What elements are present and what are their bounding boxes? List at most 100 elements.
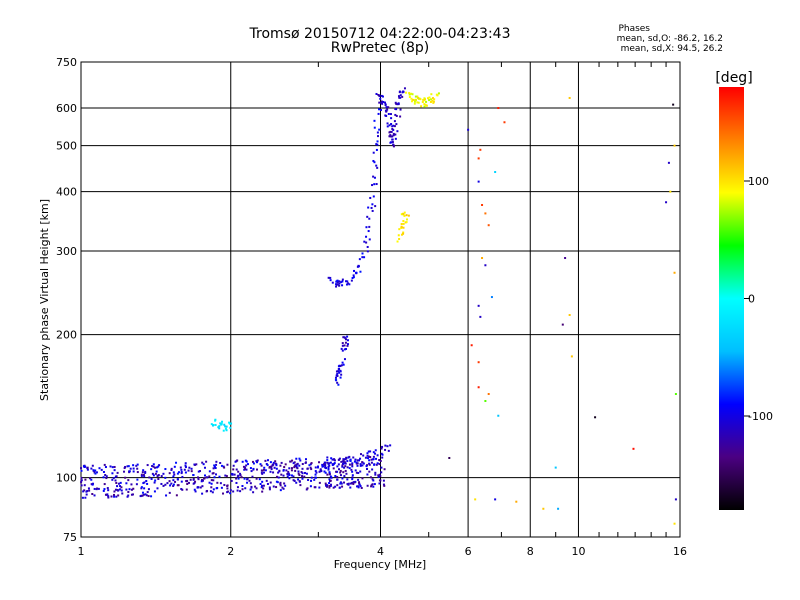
trace-point [371,203,374,206]
low-band-point [306,487,309,490]
trace-point [419,98,422,101]
trace-point [378,101,381,104]
trace-point [324,466,327,469]
low-band-point [357,486,360,489]
low-band-point [326,473,329,476]
scatter-point [568,314,571,317]
low-band-point [250,485,253,488]
scatter-point [477,386,480,389]
trace-point [402,231,405,234]
trace-point [413,99,416,102]
x-tick-label: 10 [571,545,585,558]
trace-point [386,108,389,111]
trace-point [367,206,370,209]
low-band-point [298,474,301,477]
low-band-point [341,477,344,480]
trace-point [386,125,389,128]
trace-point [405,221,408,224]
trace-point [372,175,375,178]
trace-point [373,126,376,129]
low-band-point [282,474,285,477]
trace-point [335,285,338,288]
low-band-point [282,487,285,490]
low-band-point [117,494,120,497]
low-band-point [318,481,321,484]
low-band-point [104,474,107,477]
trace-point [352,276,355,279]
trace-point [400,213,403,216]
low-band-point [168,472,171,475]
low-band-point [81,496,84,499]
low-band-point [292,462,295,465]
low-band-point [291,459,294,462]
trace-point [399,108,402,111]
scatter-point [487,393,490,396]
low-band-point [252,491,255,494]
low-band-point [130,488,133,491]
trace-point [375,164,378,167]
trace-point [353,460,356,463]
low-band-point [276,481,279,484]
low-band-point [351,463,354,466]
low-band-point [239,472,242,475]
scatter-point [481,203,484,206]
trace-point [403,211,406,214]
low-band-point [123,470,126,473]
low-band-point [180,471,183,474]
trace-point [337,383,340,386]
scatter-point [564,257,567,260]
trace-point [388,135,391,138]
low-band-point [344,458,347,461]
low-band-point [187,469,190,472]
low-band-point [290,474,293,477]
low-band-point [132,467,135,470]
low-band-point [278,469,281,472]
low-band-point [192,477,195,480]
low-band-point [287,472,290,475]
trace-point [332,463,335,466]
low-band-point [287,470,290,473]
low-band-point [172,479,175,482]
trace-point [379,109,382,112]
trace-point [410,92,413,95]
low-band-point [370,461,373,464]
low-band-point [297,478,300,481]
low-band-point [151,472,154,475]
low-band-point [343,481,346,484]
trace-point [366,245,369,248]
low-band-point [229,489,232,492]
low-band-point [125,488,128,491]
trace-point [378,128,381,131]
chart-subtitle: RwPretec (8p) [330,40,430,56]
low-band-point [244,468,247,471]
low-band-point [85,493,88,496]
low-band-point [296,467,299,470]
low-band-point [269,461,272,464]
low-band-point [240,476,243,479]
low-band-point [232,468,235,471]
low-band-point [252,467,255,470]
trace-point [388,131,391,134]
trace-point [391,141,394,144]
low-band-point [358,459,361,462]
trace-point [337,458,340,461]
low-band-point [357,472,360,475]
low-band-point [259,463,262,466]
low-band-point [220,486,223,489]
low-band-point [225,475,228,478]
trace-point [384,448,387,451]
low-band-point [197,470,200,473]
low-band-point [80,469,83,472]
trace-point [331,464,334,467]
low-band-point [93,494,96,497]
low-band-point [245,468,248,471]
low-band-point [298,457,301,460]
low-band-point [342,471,345,474]
low-band-point [301,472,304,475]
low-band-point [93,487,96,490]
low-band-point [380,466,383,469]
low-band-point [343,466,346,469]
trace-point [400,233,403,236]
trace-point [406,218,409,221]
low-band-point [252,462,255,465]
